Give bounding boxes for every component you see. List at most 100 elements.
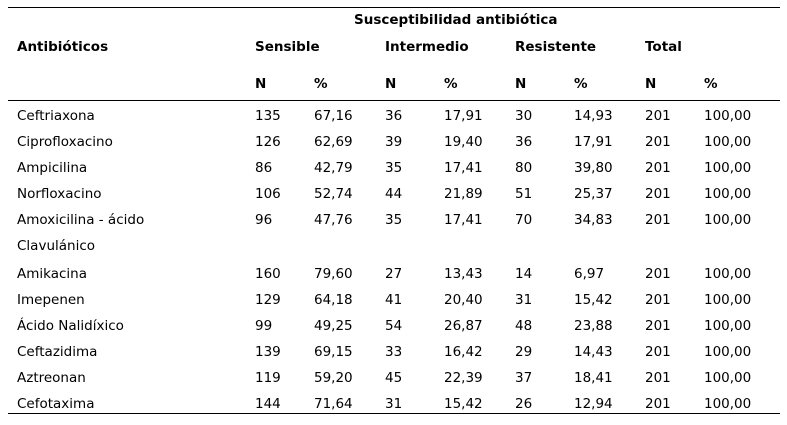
table-cell: 135 [255,108,281,124]
table-cell: 201 [645,370,671,386]
subheader-pct: % [444,76,458,92]
table-cell: 36 [515,134,533,150]
table-cell: 37 [515,370,533,386]
table-cell: 20,40 [444,292,483,308]
table-cell: 26,87 [444,318,483,334]
table-cell: 42,79 [314,160,353,176]
table-cell: 100,00 [704,318,752,334]
table-cell: 67,16 [314,108,353,124]
table-cell: 79,60 [314,266,353,282]
table-cell: 48 [515,318,533,334]
row-antibiotic-name: Clavulánico [17,238,96,254]
col-header-intermedio: Intermedio [385,39,469,55]
table-cell: 119 [255,370,281,386]
table-cell: 144 [255,396,281,412]
subheader-pct: % [704,76,718,92]
row-antibiotic-name: Ácido Nalidíxico [17,318,124,334]
table-cell: 106 [255,186,281,202]
table-cell: 31 [515,292,533,308]
table-cell: 39,80 [574,160,613,176]
table-cell: 201 [645,160,671,176]
row-antibiotic-name: Amikacina [17,266,87,282]
table-cell: 15,42 [444,396,483,412]
table-cell: 100,00 [704,108,752,124]
table-cell: 100,00 [704,212,752,228]
table-cell: 14 [515,266,533,282]
table-cell: 100,00 [704,396,752,412]
table-cell: 201 [645,134,671,150]
row-antibiotic-name: Ciprofloxacino [17,134,113,150]
subheader-pct: % [574,76,588,92]
table-cell: 14,43 [574,344,613,360]
subheader-n: N [255,76,267,92]
table-cell: 17,41 [444,160,483,176]
table-cell: 17,91 [574,134,613,150]
table-cell: 201 [645,266,671,282]
table-cell: 70 [515,212,533,228]
header-rule [8,100,780,101]
table-cell: 71,64 [314,396,353,412]
table-cell: 33 [385,344,403,360]
col-header-resistente: Resistente [515,39,597,55]
row-antibiotic-name: Norfloxacino [17,186,102,202]
subheader-n: N [515,76,527,92]
table-cell: 35 [385,212,403,228]
table-cell: 201 [645,292,671,308]
table-cell: 100,00 [704,344,752,360]
table-cell: 201 [645,344,671,360]
table-cell: 96 [255,212,273,228]
row-antibiotic-name: Amoxicilina - ácido [17,212,145,228]
table-cell: 34,83 [574,212,613,228]
table-cell: 201 [645,396,671,412]
subheader-n: N [385,76,397,92]
table-cell: 44 [385,186,403,202]
table-cell: 41 [385,292,403,308]
table-cell: 201 [645,186,671,202]
table-cell: 39 [385,134,403,150]
table-cell: 18,41 [574,370,613,386]
bottom-rule [8,413,780,414]
subheader-pct: % [314,76,328,92]
table-cell: 6,97 [574,266,605,282]
row-antibiotic-name: Aztreonan [17,370,86,386]
table-cell: 100,00 [704,134,752,150]
table-cell: 201 [645,108,671,124]
table-cell: 160 [255,266,281,282]
table-cell: 100,00 [704,186,752,202]
table-cell: 17,91 [444,108,483,124]
table-cell: 80 [515,160,533,176]
table-cell: 100,00 [704,266,752,282]
table-cell: 129 [255,292,281,308]
table-cell: 36 [385,108,403,124]
table-cell: 47,76 [314,212,353,228]
table-cell: 59,20 [314,370,353,386]
table-cell: 201 [645,318,671,334]
table-cell: 13,43 [444,266,483,282]
table-cell: 22,39 [444,370,483,386]
row-antibiotic-name: Cefotaxima [17,396,95,412]
table-cell: 99 [255,318,273,334]
table-cell: 45 [385,370,403,386]
col-header-sensible: Sensible [255,39,320,55]
table-cell: 27 [385,266,403,282]
row-antibiotic-name: Ampicilina [17,160,88,176]
table-cell: 16,42 [444,344,483,360]
table-cell: 19,40 [444,134,483,150]
table-cell: 100,00 [704,370,752,386]
row-antibiotic-name: Imepenen [17,292,85,308]
table-cell: 29 [515,344,533,360]
table-cell: 23,88 [574,318,613,334]
table-cell: 126 [255,134,281,150]
table-cell: 30 [515,108,533,124]
table-cell: 86 [255,160,273,176]
table-cell: 62,69 [314,134,353,150]
table-cell: 15,42 [574,292,613,308]
table-cell: 201 [645,212,671,228]
table-cell: 17,41 [444,212,483,228]
table-cell: 31 [385,396,403,412]
table-cell: 12,94 [574,396,613,412]
table-cell: 54 [385,318,403,334]
subheader-n: N [645,76,657,92]
table-cell: 14,93 [574,108,613,124]
table-cell: 69,15 [314,344,353,360]
